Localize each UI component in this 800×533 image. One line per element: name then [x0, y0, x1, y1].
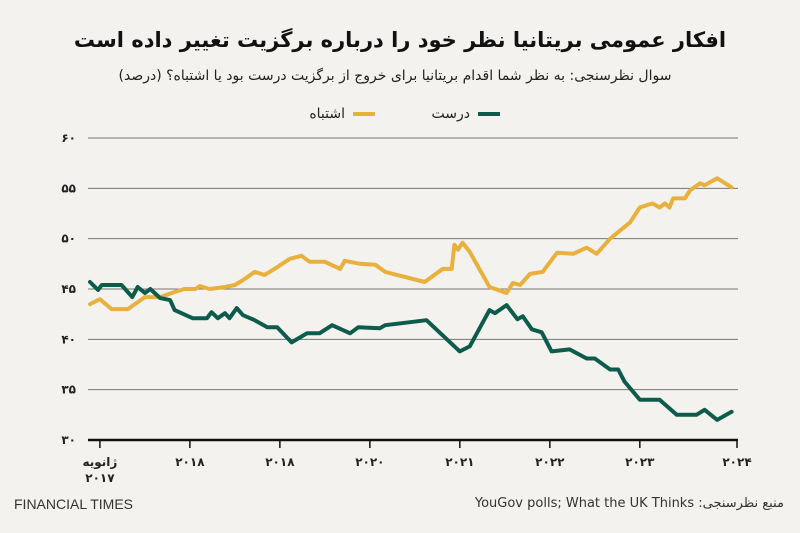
legend-item-right: درست	[432, 106, 500, 122]
x-tick-label: ۲۰۱۷	[85, 471, 115, 485]
x-tick-label: ۲۰۲۱	[445, 455, 474, 469]
legend-swatch-yellow	[353, 112, 375, 116]
legend-label-right: درست	[431, 106, 470, 122]
legend-label-wrong: اشتباه	[309, 106, 345, 122]
x-tick-label: ۲۰۲۳	[625, 455, 655, 469]
y-tick-label: ۳۰	[61, 433, 76, 447]
y-tick-label: ۴۵	[61, 282, 76, 296]
x-tick-label: ۲۰۲۰	[355, 455, 384, 469]
series-line-right	[88, 280, 734, 422]
y-tick-label: ۵۰	[61, 232, 76, 246]
y-tick-label: ۵۵	[61, 181, 76, 195]
chart-title: افکار عمومی بریتانیا نظر خود را درباره ب…	[73, 28, 727, 52]
x-tick-label: ۲۰۱۸	[175, 455, 205, 469]
source-note: منبع نظرسنجی: YouGov polls; What the UK …	[474, 496, 784, 511]
series-line-wrong	[88, 176, 734, 312]
legend-item-wrong: اشتباه	[309, 106, 375, 122]
legend-swatch-green	[478, 112, 500, 116]
y-tick-label: ۶۰	[61, 131, 76, 145]
x-tick-label: ۲۰۲۲	[535, 455, 565, 469]
x-tick-label: ۲۰۱۸	[265, 455, 295, 469]
y-tick-label: ۳۵	[61, 383, 76, 397]
y-tick-label: ۴۰	[61, 332, 76, 346]
x-tick-label: ۲۰۲۴	[722, 455, 751, 469]
x-tick-label: ژانویه	[82, 455, 117, 470]
chart-subtitle: سوال نظرسنجی: به نظر شما اقدام بریتانیا …	[118, 68, 672, 84]
publisher-label: FINANCIAL TIMES	[14, 496, 134, 512]
legend: درست اشتباه	[300, 106, 500, 126]
